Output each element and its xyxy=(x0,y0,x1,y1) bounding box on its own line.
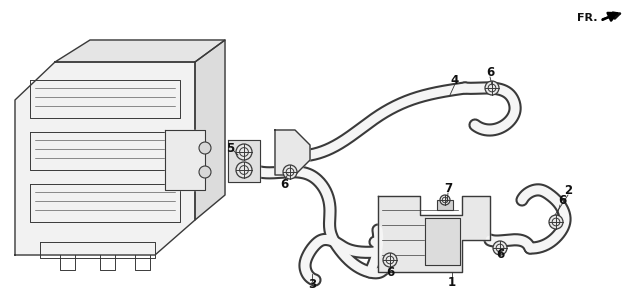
Circle shape xyxy=(440,195,450,205)
Polygon shape xyxy=(195,40,225,220)
Polygon shape xyxy=(228,140,260,182)
Circle shape xyxy=(199,166,211,178)
Text: 6: 6 xyxy=(496,249,504,261)
Circle shape xyxy=(199,142,211,154)
Text: 5: 5 xyxy=(226,142,234,155)
Text: 2: 2 xyxy=(564,184,572,196)
Text: 6: 6 xyxy=(280,178,288,192)
FancyArrowPatch shape xyxy=(603,13,620,19)
Polygon shape xyxy=(378,196,490,272)
Text: 3: 3 xyxy=(308,278,316,292)
Polygon shape xyxy=(165,130,205,190)
Circle shape xyxy=(383,253,397,267)
Polygon shape xyxy=(275,130,310,175)
Circle shape xyxy=(485,81,499,95)
Circle shape xyxy=(236,144,252,160)
Text: 1: 1 xyxy=(448,277,456,289)
Text: 7: 7 xyxy=(444,181,452,195)
Polygon shape xyxy=(425,218,460,265)
Bar xyxy=(437,200,453,210)
Text: 6: 6 xyxy=(558,193,566,206)
Polygon shape xyxy=(15,62,195,255)
Circle shape xyxy=(283,165,297,179)
Text: 6: 6 xyxy=(386,267,394,279)
Circle shape xyxy=(549,215,563,229)
Text: FR.: FR. xyxy=(577,13,597,23)
Circle shape xyxy=(236,162,252,178)
Text: 4: 4 xyxy=(451,74,459,87)
Circle shape xyxy=(493,241,507,255)
Text: 6: 6 xyxy=(486,66,494,78)
Polygon shape xyxy=(55,40,225,62)
